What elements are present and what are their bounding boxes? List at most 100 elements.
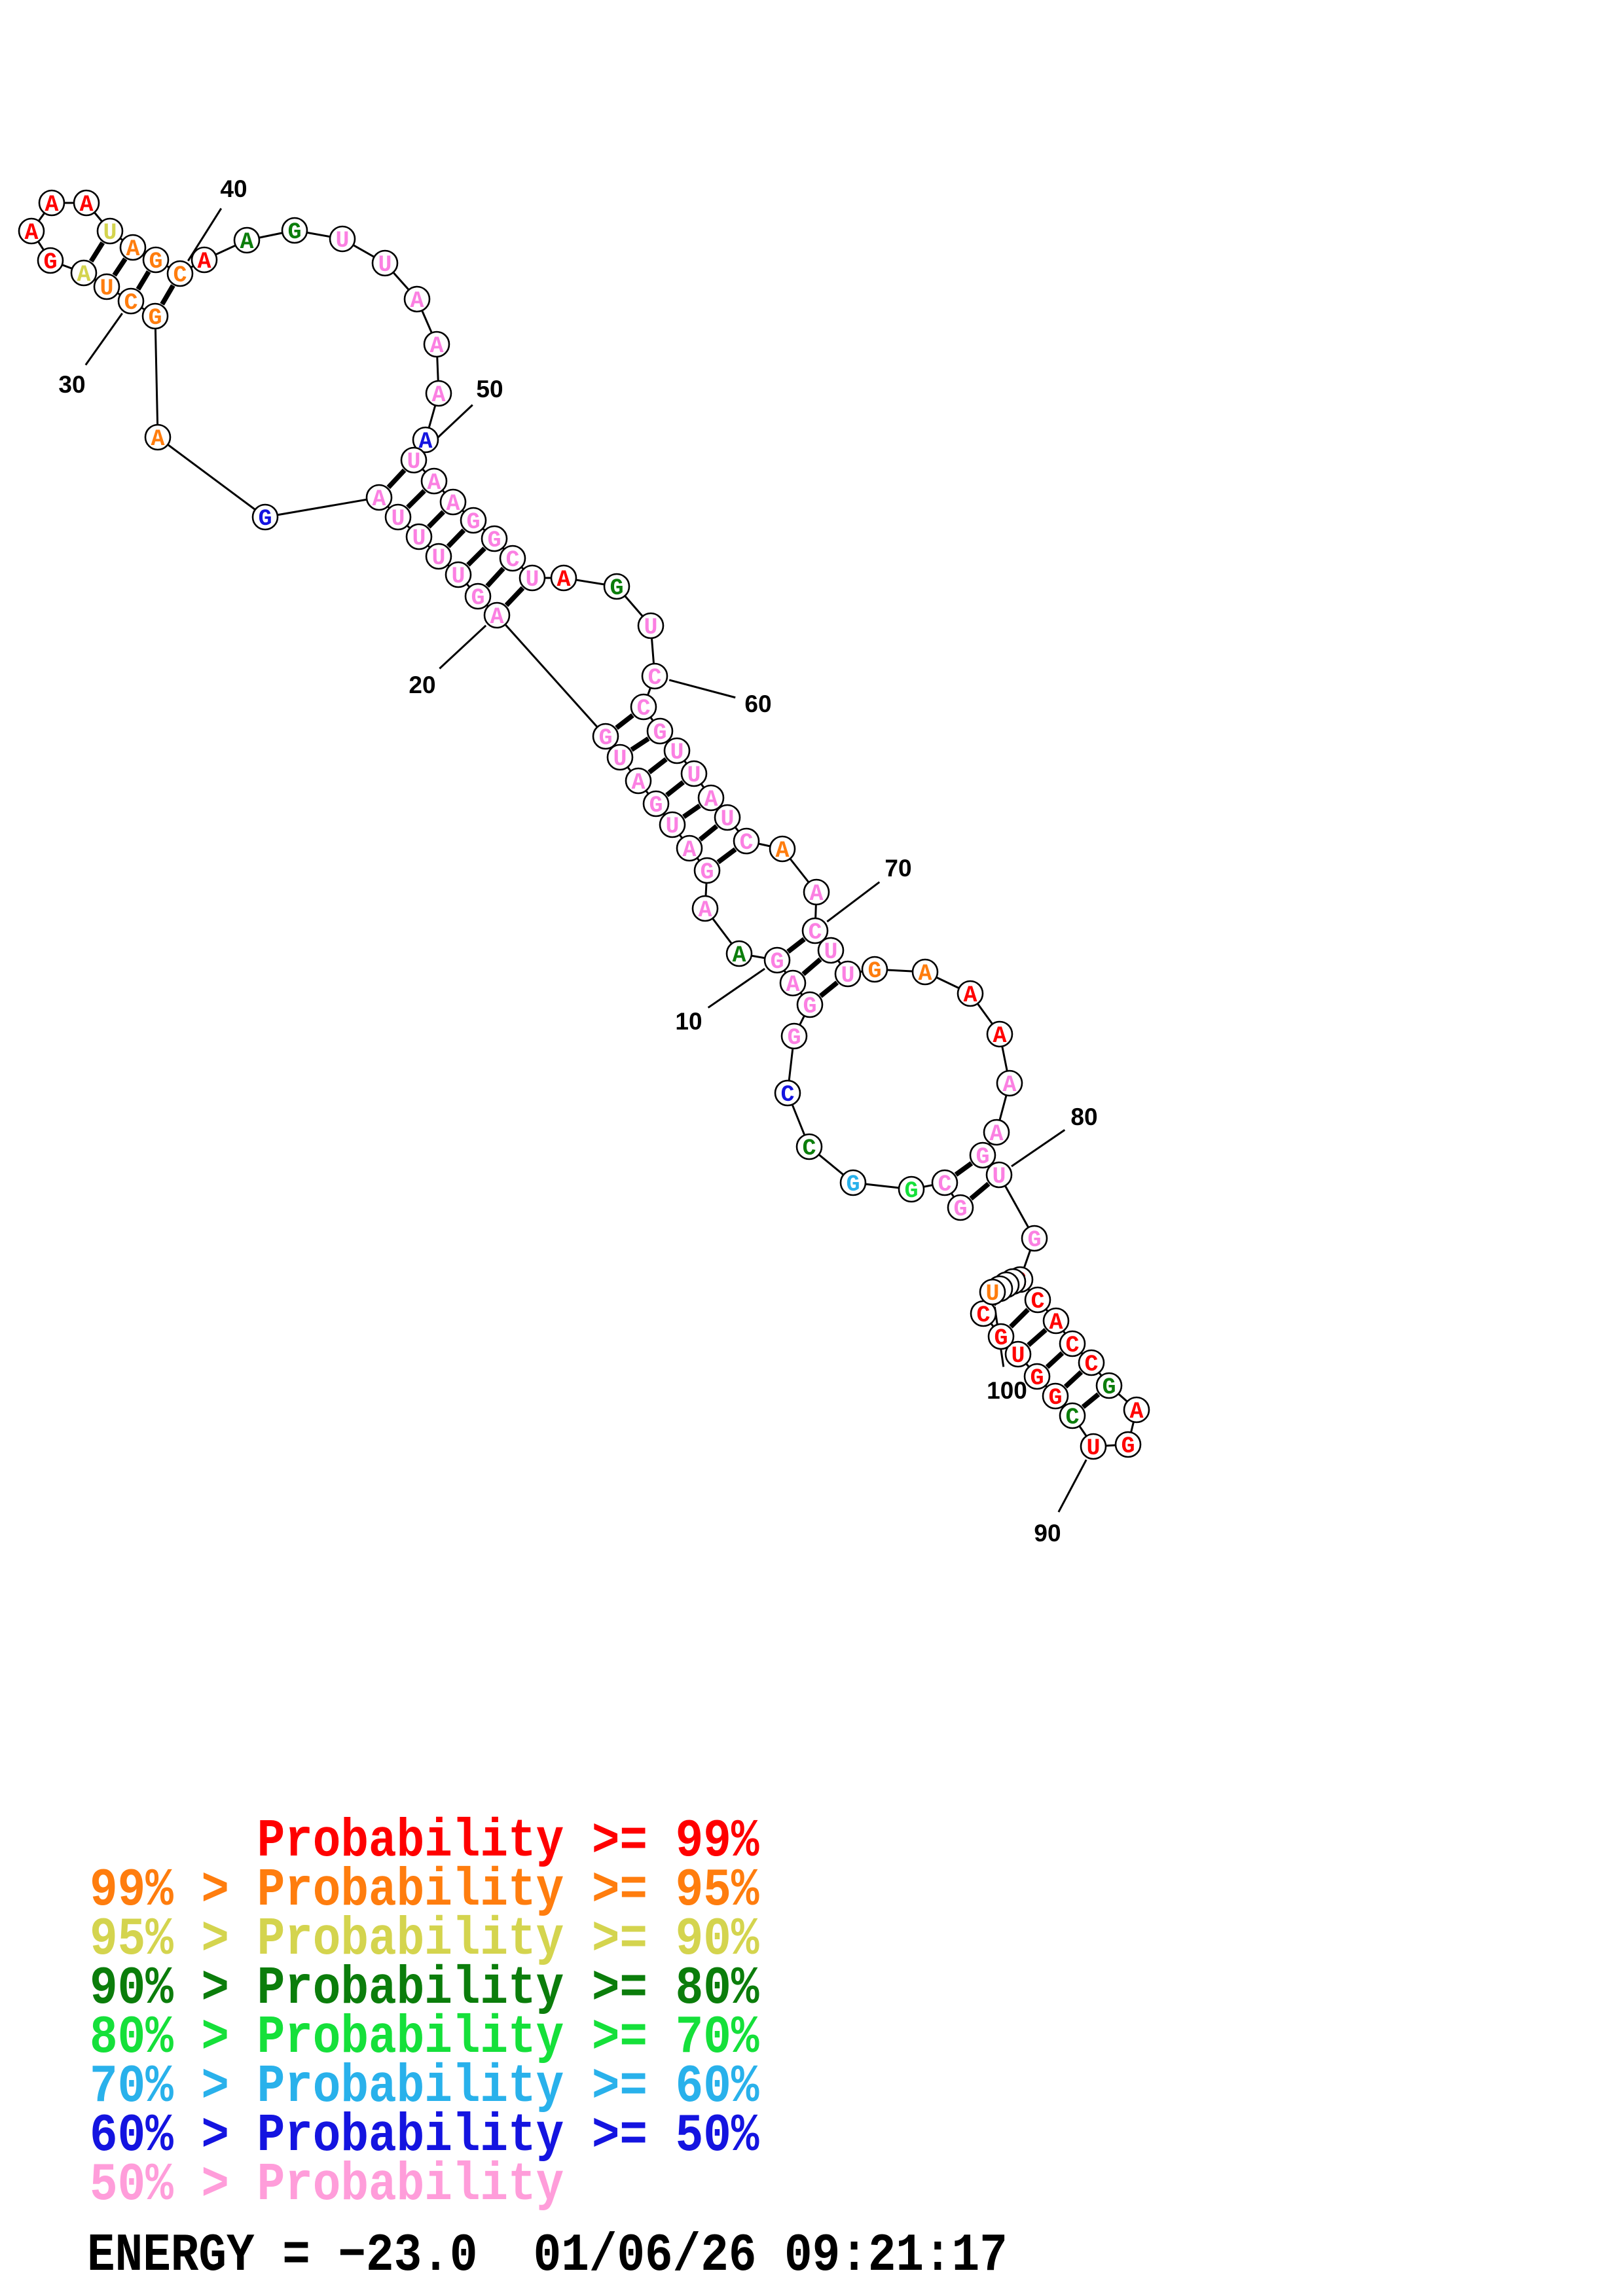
nucleotide-base: G xyxy=(904,1178,918,1204)
nucleotide-circle xyxy=(725,940,753,967)
nucleotide-circle xyxy=(191,246,218,274)
nucleotide-circle xyxy=(460,507,487,534)
nucleotide-base: G xyxy=(1102,1374,1116,1401)
nucleotide-circle xyxy=(861,956,888,983)
nucleotide-base: A xyxy=(45,192,58,218)
sequence-number-label: 60 xyxy=(744,691,771,717)
base-pair-line xyxy=(160,284,175,306)
legend-line: Probability >= 99% xyxy=(90,1811,759,1872)
base-pair-line xyxy=(485,566,505,588)
sequence-number-label: 30 xyxy=(58,371,85,398)
label-leader-line xyxy=(707,967,765,1009)
sequence-number-label: 90 xyxy=(1034,1520,1061,1547)
nucleotide-base: C xyxy=(976,1302,990,1329)
base-pair-line xyxy=(615,713,634,730)
nucleotide-base: A xyxy=(372,486,386,512)
nucleotide-circle xyxy=(423,331,450,358)
legend-line: 80% > Probability >= 70% xyxy=(90,2007,759,2068)
nucleotide-circle xyxy=(439,488,467,516)
nucleotide-base: A xyxy=(698,897,712,924)
probability-legend: Probability >= 99%99% > Probability >= 9… xyxy=(90,1811,759,2215)
sequence-number-label: 70 xyxy=(884,855,911,882)
base-pair-line xyxy=(665,780,685,797)
nucleotide-circle xyxy=(38,189,65,217)
nucleotide-circle xyxy=(119,234,147,261)
nucleotide-circle xyxy=(18,217,45,245)
nucleotide-base: G xyxy=(649,793,663,819)
nucleotide-circle xyxy=(996,1069,1023,1097)
nucleotide-circle xyxy=(519,564,546,592)
nucleotide-circle xyxy=(499,545,526,572)
nucleotide-base: U xyxy=(992,1164,1006,1190)
nucleotide-base: A xyxy=(240,229,253,255)
nucleotide-circle xyxy=(464,583,492,610)
nucleotide-circle xyxy=(957,980,984,1007)
nucleotide-base: U xyxy=(670,740,684,766)
nucleotide-circle xyxy=(141,302,169,330)
nucleotide-base: U xyxy=(613,746,627,772)
nucleotide-circle xyxy=(763,946,791,974)
nucleotide-base: G xyxy=(803,994,816,1020)
nucleotide-circle xyxy=(983,1119,1010,1146)
nucleotide-base: A xyxy=(446,491,460,517)
legend-line: 50% > Probability xyxy=(90,2155,564,2215)
nucleotide-circle xyxy=(117,287,145,315)
nucleotide-circle xyxy=(979,1278,1006,1306)
nucleotide-circle xyxy=(329,225,356,253)
nucleotide-circle xyxy=(947,1194,974,1221)
nucleotide-circle xyxy=(796,991,824,1018)
nucleotide-base: C xyxy=(636,696,650,722)
nucleotide-base: G xyxy=(976,1144,989,1170)
nucleotide-base: A xyxy=(24,220,38,246)
nucleotide-circle xyxy=(625,767,652,795)
label-leader-line xyxy=(84,312,123,366)
nucleotide-base: G xyxy=(1048,1385,1062,1411)
nucleotide-base: A xyxy=(427,470,441,496)
nucleotide-base: U xyxy=(1086,1435,1100,1462)
base-pair-line xyxy=(427,510,445,529)
sequence-number-label: 10 xyxy=(675,1008,702,1035)
nucleotide-base: U xyxy=(720,806,734,833)
nucleotide-circle xyxy=(676,834,703,862)
nucleotide-base: G xyxy=(487,528,501,554)
nucleotide-base: G xyxy=(994,1325,1008,1352)
nucleotide-base: A xyxy=(732,942,746,969)
base-pair-line xyxy=(1081,1392,1101,1409)
nucleotide-base: G xyxy=(610,575,623,601)
base-pair-line xyxy=(466,547,486,567)
backbone-lines xyxy=(30,202,1138,1448)
nucleotide-circle xyxy=(592,723,619,750)
nucleotide-circle xyxy=(403,285,431,313)
nucleotide-circle xyxy=(251,503,279,531)
nucleotide-circle xyxy=(646,717,674,745)
nucleotide-base: A xyxy=(79,192,93,218)
base-pair-line xyxy=(682,803,701,819)
nucleotide-base: G xyxy=(287,219,301,245)
nucleotide-base: G xyxy=(953,1196,967,1223)
nucleotide-circle xyxy=(931,1169,958,1196)
nucleotide-base: G xyxy=(149,249,162,275)
nucleotide-base: U xyxy=(525,567,539,593)
nucleotide-circle xyxy=(795,1133,823,1160)
nucleotide-circle xyxy=(769,835,796,863)
nucleotide-base: U xyxy=(103,220,117,246)
nucleotide-circle xyxy=(400,446,428,474)
label-leader-line xyxy=(439,624,487,670)
base-pair-line xyxy=(647,757,668,775)
nucleotide-circle xyxy=(603,573,630,600)
sequence-number-label: 80 xyxy=(1070,1103,1097,1130)
backbone-segment xyxy=(154,315,159,438)
nucleotide-base: A xyxy=(126,236,139,262)
nucleotide-base: C xyxy=(1065,1405,1079,1431)
base-pair-line xyxy=(1027,1328,1048,1347)
nucleotide-base: A xyxy=(556,567,570,593)
sequence-number-labels: 10 20 30 40 50 60 70 80 90 100 xyxy=(58,175,1097,1547)
base-pair-line xyxy=(1045,1351,1065,1369)
nucleotide-base: U xyxy=(985,1281,999,1307)
nucleotide-circle xyxy=(412,426,439,454)
base-pair-line xyxy=(112,257,128,277)
nucleotide-circle xyxy=(911,958,939,986)
nucleotide-circle xyxy=(1123,1396,1150,1424)
nucleotide-circle xyxy=(1024,1286,1051,1314)
